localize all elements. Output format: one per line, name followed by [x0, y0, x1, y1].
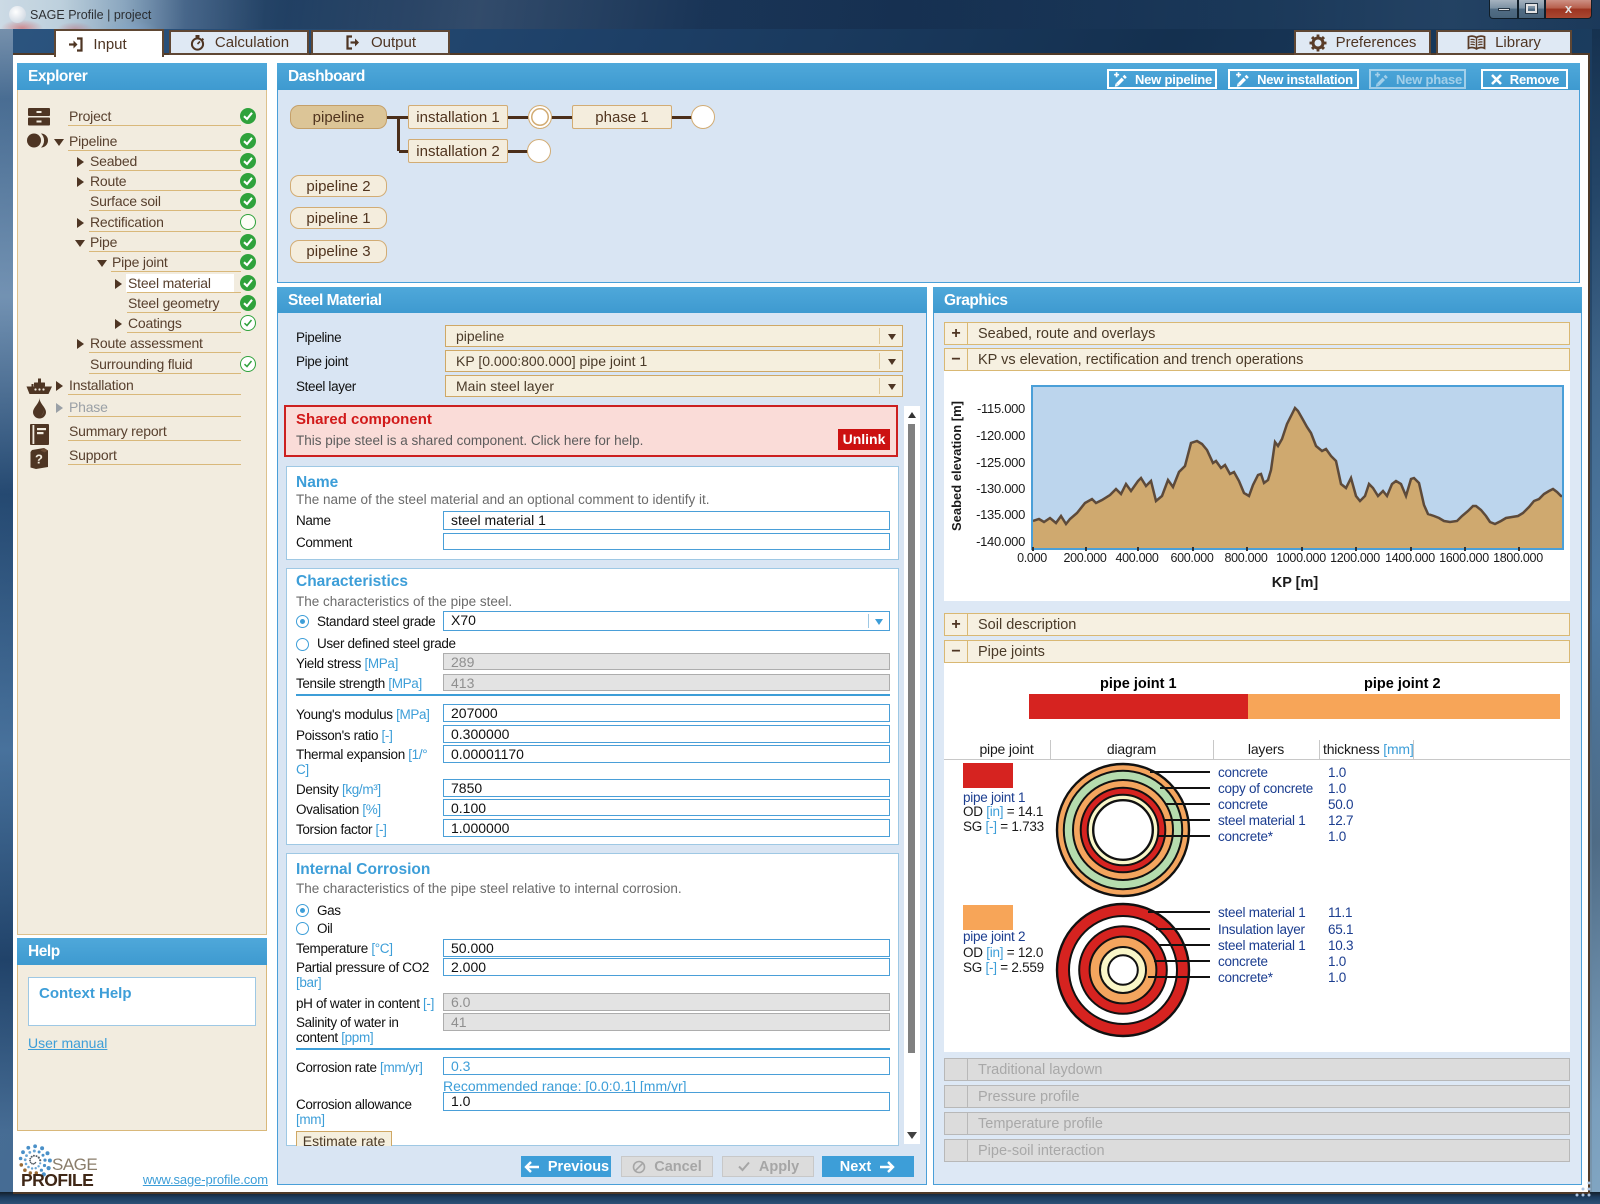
- svg-text:PROFILE: PROFILE: [21, 1170, 93, 1190]
- svg-text:?: ?: [35, 452, 43, 467]
- svg-text:SAGE: SAGE: [52, 1155, 97, 1174]
